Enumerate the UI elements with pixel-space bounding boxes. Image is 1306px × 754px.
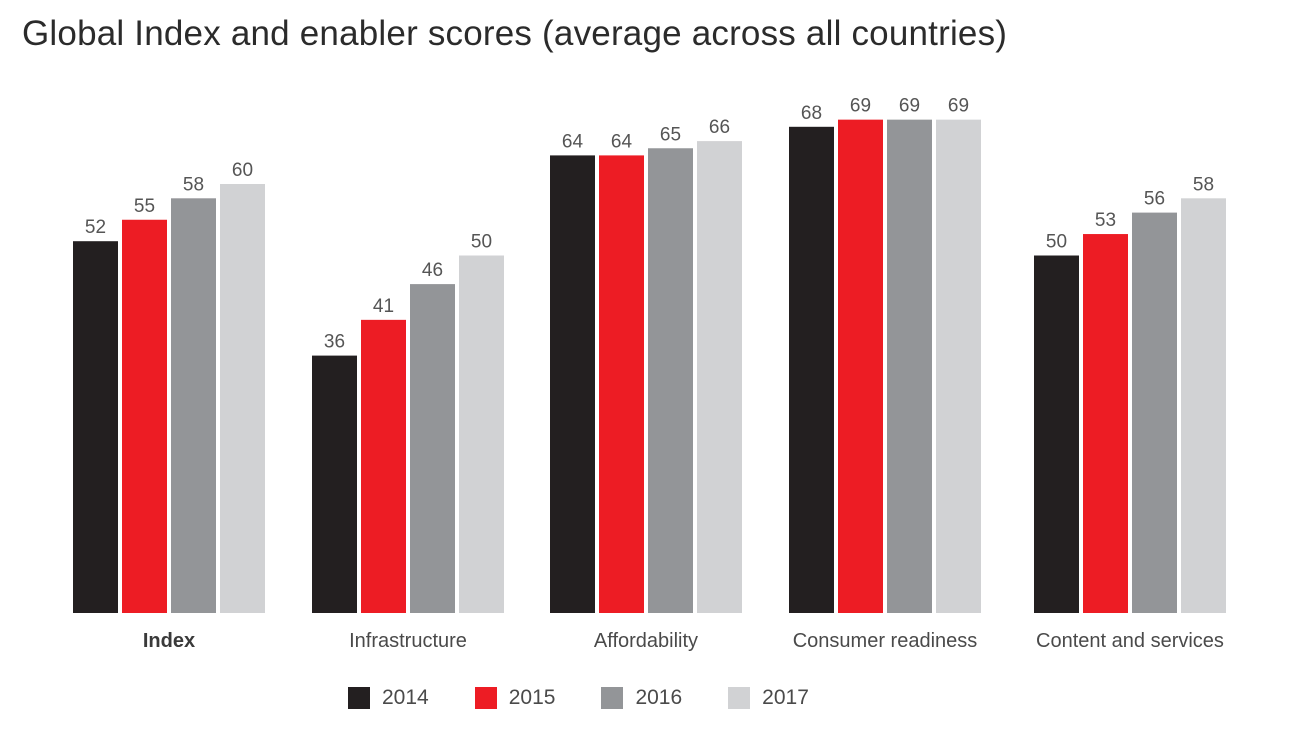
legend-label-2014: 2014: [382, 686, 429, 709]
legend-label-2016: 2016: [635, 686, 683, 709]
data-label: 69: [899, 96, 920, 117]
bar-affordability-2014: [550, 155, 595, 613]
data-label: 65: [660, 124, 681, 145]
bar-infrastructure-2015: [361, 319, 406, 613]
chart-title: Global Index and enabler scores (average…: [22, 14, 1008, 53]
bar-consumer-readiness-2017: [936, 119, 981, 614]
bar-index-2014: [73, 241, 118, 613]
bar-consumer-readiness-2014: [789, 126, 834, 614]
data-label: 64: [611, 131, 633, 152]
data-label: 58: [1193, 174, 1214, 195]
data-label: 69: [850, 96, 871, 117]
bar-affordability-2016: [648, 148, 693, 613]
data-label: 55: [134, 196, 155, 217]
chart-legend: 2014 2015 2016 2017: [348, 686, 855, 710]
category-label: Affordability: [594, 630, 698, 652]
data-label: 64: [562, 131, 584, 152]
bar-consumer-readiness-2016: [887, 119, 932, 614]
bar-content-and-services-2017: [1181, 198, 1226, 614]
legend-item-2014: 2014: [348, 686, 429, 710]
category-label: Infrastructure: [349, 630, 467, 652]
data-label: 68: [801, 103, 822, 124]
data-label: 69: [948, 96, 969, 117]
legend-item-2015: 2015: [474, 686, 556, 710]
bar-consumer-readiness-2015: [838, 119, 883, 614]
category-label: Index: [143, 630, 195, 652]
bar-index-2016: [171, 198, 216, 614]
data-label: 66: [709, 117, 730, 138]
bar-infrastructure-2014: [312, 355, 357, 613]
bar-content-and-services-2015: [1083, 234, 1128, 614]
bar-infrastructure-2017: [459, 255, 504, 613]
bar-index-2015: [122, 219, 167, 613]
legend-swatch-2017: [728, 687, 751, 709]
bar-content-and-services-2014: [1034, 255, 1079, 613]
legend-item-2016: 2016: [601, 686, 682, 710]
category-label: Content and services: [1036, 630, 1224, 652]
data-label: 46: [422, 260, 443, 281]
data-label: 50: [471, 232, 492, 253]
legend-label-2017: 2017: [762, 686, 809, 709]
data-label: 50: [1046, 232, 1067, 253]
data-label: 58: [183, 174, 204, 195]
data-label: 52: [85, 217, 106, 238]
legend-swatch-2016: [601, 687, 624, 709]
legend-swatch-2015: [474, 687, 497, 709]
bar-index-2017: [220, 184, 265, 613]
bar-affordability-2017: [697, 141, 742, 613]
legend-item-2017: 2017: [728, 686, 809, 710]
bar-content-and-services-2016: [1132, 212, 1177, 613]
bar-affordability-2015: [599, 155, 644, 613]
data-label: 53: [1095, 210, 1116, 231]
legend-swatch-2014: [348, 687, 370, 709]
legend-label-2015: 2015: [508, 686, 556, 709]
category-label: Consumer readiness: [793, 630, 978, 652]
data-label: 60: [232, 160, 253, 181]
bar-infrastructure-2016: [410, 284, 455, 613]
data-label: 41: [373, 296, 394, 317]
data-label: 56: [1144, 189, 1165, 210]
data-label: 36: [324, 332, 345, 353]
